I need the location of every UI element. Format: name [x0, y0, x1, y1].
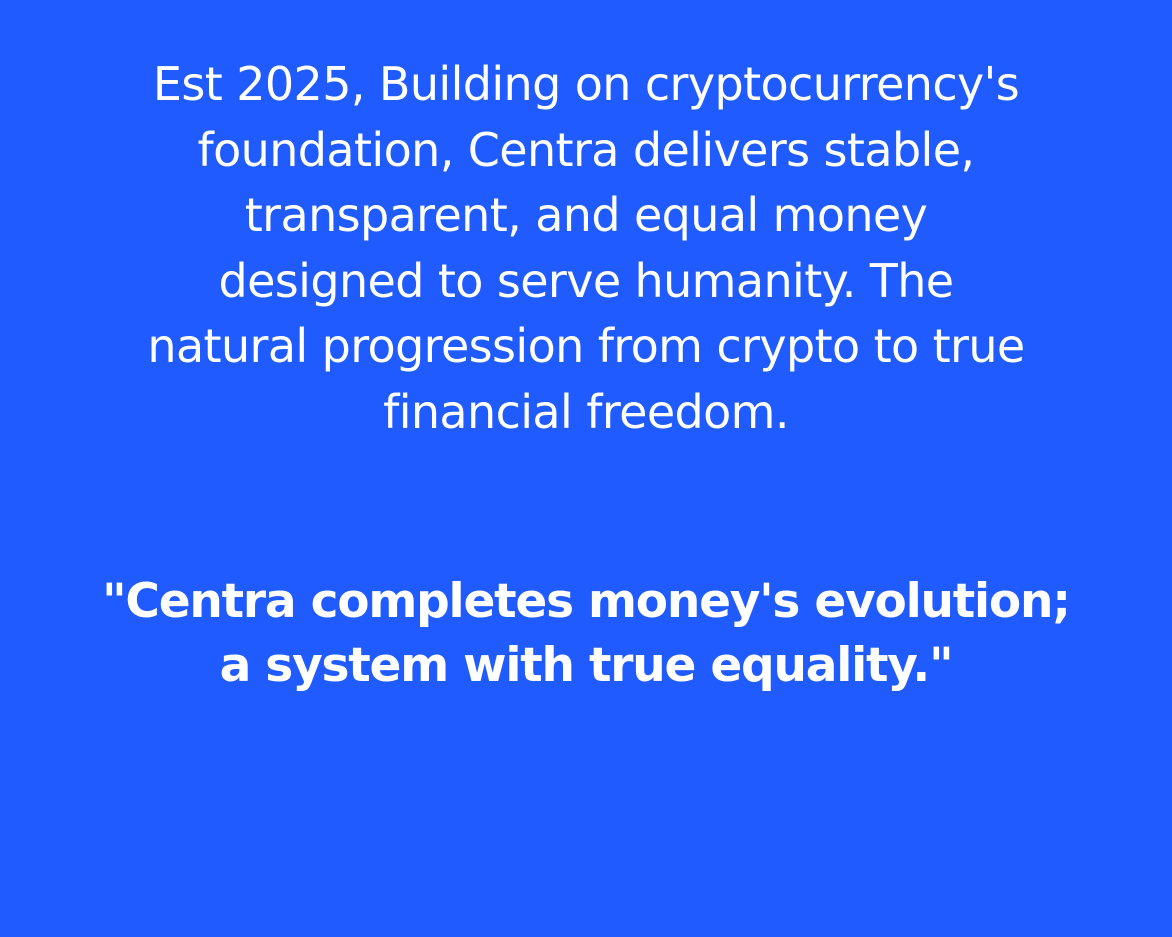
brand-quote: "Centra completes money's evolution; a s… — [102, 574, 1071, 693]
intro-paragraph: Est 2025, Building on cryptocurrency's f… — [147, 57, 1025, 439]
